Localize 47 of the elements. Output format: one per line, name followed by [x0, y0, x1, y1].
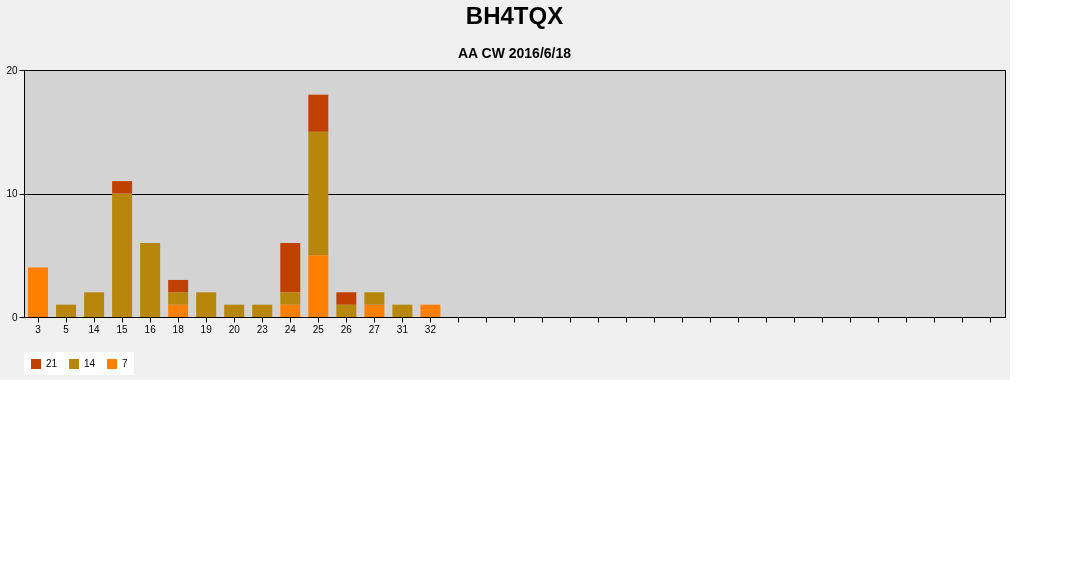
bar [84, 292, 105, 317]
y-tick-label: 0 [11, 311, 18, 323]
legend-label: 7 [122, 358, 128, 369]
x-tick-label: 24 [284, 323, 297, 335]
bar [168, 292, 189, 305]
x-tick-label: 14 [88, 323, 101, 335]
bar [56, 304, 77, 317]
legend-label: 21 [46, 358, 58, 369]
bar [392, 304, 413, 317]
bar [308, 131, 329, 256]
bar [308, 255, 329, 317]
bar [336, 292, 357, 305]
x-tick-label: 19 [200, 323, 213, 335]
x-tick-label: 15 [116, 323, 129, 335]
bar [196, 292, 217, 317]
x-tick-label: 5 [63, 323, 70, 335]
bar [168, 304, 189, 317]
x-tick-label: 20 [228, 323, 241, 335]
bar [140, 242, 161, 317]
bar [280, 304, 301, 317]
x-tick-label: 26 [340, 323, 353, 335]
bar [336, 304, 357, 317]
x-tick-label: 27 [368, 323, 381, 335]
bar [28, 267, 49, 317]
chart-title: BH4TQX [465, 2, 564, 29]
x-tick-label: 3 [35, 323, 42, 335]
bar [112, 193, 133, 317]
y-tick-label: 10 [6, 188, 18, 199]
bar [364, 292, 385, 305]
x-tick-label: 31 [396, 323, 409, 335]
x-tick-label: 18 [172, 323, 185, 335]
bar [364, 304, 385, 317]
x-tick-label: 25 [312, 323, 325, 335]
x-tick-label: 16 [144, 323, 157, 335]
bar [112, 181, 133, 194]
bar [280, 242, 301, 293]
x-tick-label: 32 [424, 323, 437, 335]
x-tick-label: 23 [256, 323, 269, 335]
legend-label: 14 [84, 358, 96, 369]
bar [252, 304, 273, 317]
y-tick-label: 20 [6, 64, 18, 76]
bar [280, 292, 301, 305]
bar [224, 304, 245, 317]
bar [420, 304, 441, 317]
chart-subtitle: AA CW 2016/6/18 [457, 45, 572, 61]
bar [168, 279, 189, 293]
bar [308, 94, 329, 132]
